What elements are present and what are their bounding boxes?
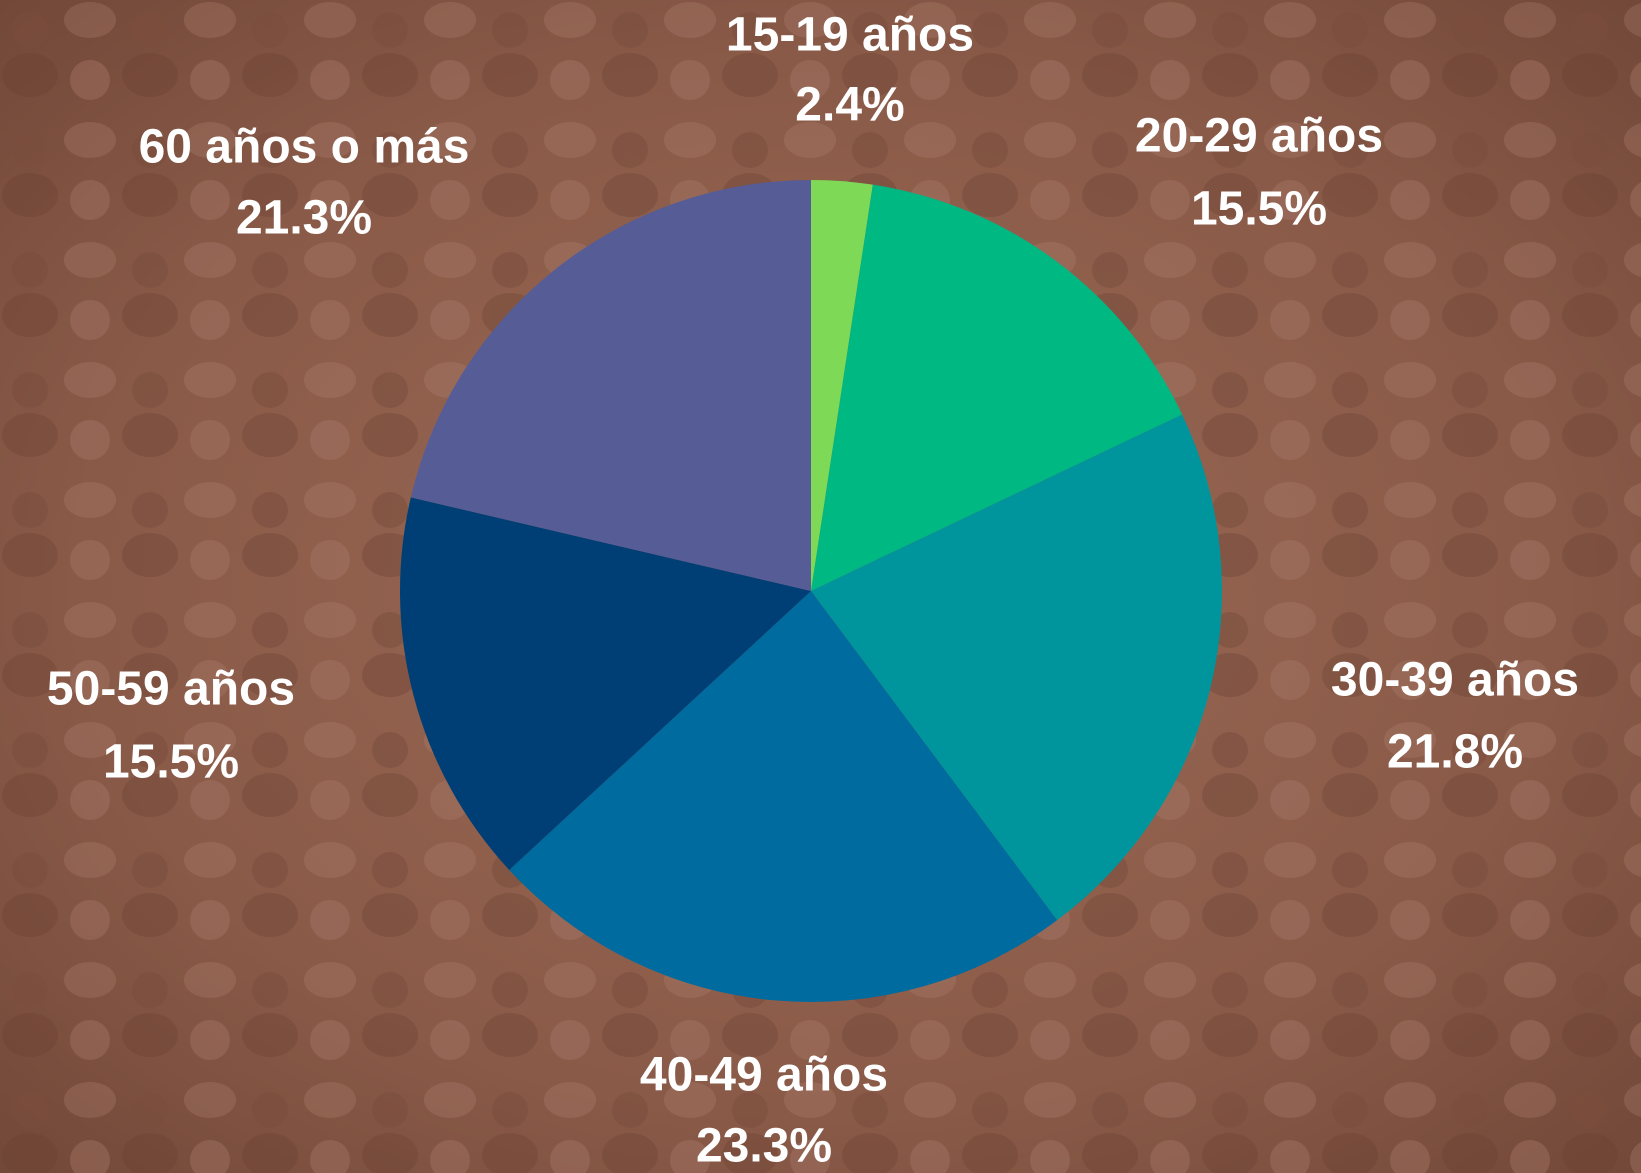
pie-slice: [811, 184, 1183, 592]
slice-label: 15-19 años: [726, 9, 974, 62]
pie-slice: [400, 497, 811, 870]
slice-label: 30-39 años: [1331, 654, 1579, 707]
pie-slice: [811, 180, 873, 591]
slice-value-label: 21.8%: [1387, 726, 1523, 779]
slice-label: 50-59 años: [47, 663, 295, 716]
pie: [400, 180, 1222, 1002]
slice-label: 40-49 años: [640, 1049, 888, 1102]
pie-slice: [410, 180, 811, 591]
slice-value-label: 15.5%: [103, 736, 239, 789]
slice-value-label: 23.3%: [696, 1120, 832, 1173]
slice-value-label: 15.5%: [1191, 183, 1327, 236]
slice-label: 60 años o más: [139, 121, 470, 174]
pie-slice: [811, 414, 1222, 921]
slice-label: 20-29 años: [1135, 110, 1383, 163]
slice-value-label: 21.3%: [236, 192, 372, 245]
slice-value-label: 2.4%: [795, 79, 904, 132]
pie-slice: [509, 591, 1058, 1002]
labels: 15-19 años 2.4% 20-29 años 15.5% 30-39 años 2…: [47, 9, 1579, 1173]
